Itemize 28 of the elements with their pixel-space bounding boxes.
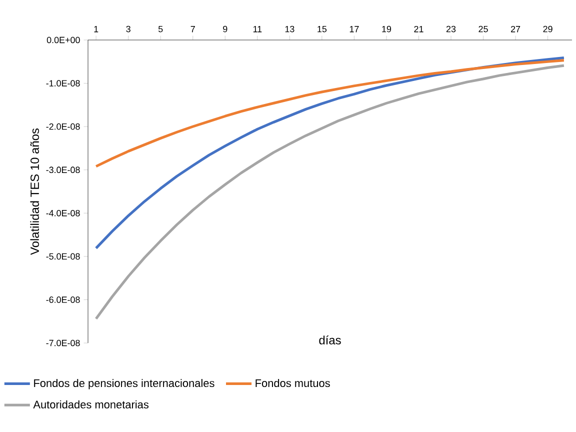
y-tick-label: -2.0E-08 bbox=[46, 123, 80, 130]
y-tick-label: -7.0E-08 bbox=[46, 340, 80, 346]
x-tick-label: 19 bbox=[382, 26, 392, 32]
legend-label: Fondos de pensiones internacionales bbox=[34, 379, 214, 390]
y-tick-label: -6.0E-08 bbox=[46, 296, 80, 303]
y-tick-label: 0.0E+00 bbox=[46, 36, 80, 44]
legend-label: Fondos mutuos bbox=[256, 379, 330, 388]
x-tick-label: 21 bbox=[414, 26, 424, 32]
y-axis-title: Volatilidad TES 10 años bbox=[30, 128, 39, 255]
y-tick-label: -5.0E-08 bbox=[46, 253, 80, 260]
x-axis-title: días bbox=[319, 336, 341, 344]
y-tick-label: -3.0E-08 bbox=[46, 166, 80, 174]
x-tick-label: 1 bbox=[94, 26, 98, 32]
x-tick-label: 29 bbox=[543, 26, 552, 32]
x-tick-label: 11 bbox=[253, 26, 262, 32]
x-tick-label: 9 bbox=[223, 26, 228, 32]
y-tick-label: -1.0E-08 bbox=[46, 80, 80, 86]
y-tick-label: -4.0E-08 bbox=[46, 210, 80, 216]
x-tick-label: 27 bbox=[511, 26, 520, 32]
x-tick-label: 3 bbox=[126, 26, 130, 32]
x-tick-label: 13 bbox=[285, 26, 294, 32]
x-tick-label: 25 bbox=[478, 26, 488, 32]
x-tick-label: 5 bbox=[158, 26, 163, 32]
x-tick-label: 23 bbox=[446, 26, 456, 32]
x-tick-label: 15 bbox=[318, 26, 327, 32]
x-tick-label: 17 bbox=[350, 26, 359, 32]
x-tick-label: 7 bbox=[190, 26, 195, 32]
legend-label: Autoridades monetarias bbox=[33, 400, 149, 408]
